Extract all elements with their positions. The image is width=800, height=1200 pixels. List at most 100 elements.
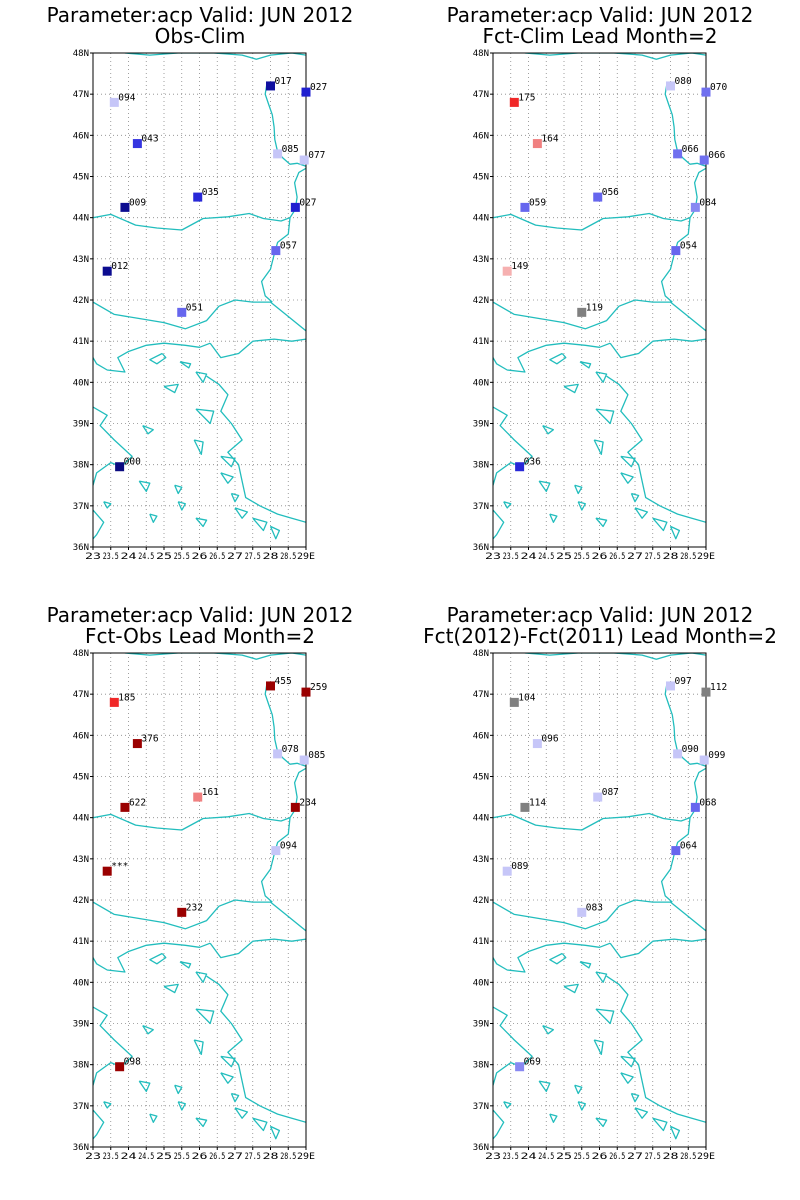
coastline-20 [630,1092,640,1103]
station-marker [671,846,681,856]
coastline-5 [260,217,291,303]
x-tick-label: 27 [627,1152,643,1162]
y-tick-label: 47N [73,90,89,100]
coastline-21 [234,507,249,519]
coastline-14 [595,371,608,383]
coastline-26 [595,1117,608,1128]
x-tick-label: 23.5 [503,552,519,562]
coastline-13 [179,961,192,969]
station-value-label: 099 [708,750,725,761]
station-value-label: 083 [586,902,603,913]
x-tick-label: 25 [556,552,572,562]
coastline-26 [595,517,608,528]
coastline-2 [664,683,706,767]
x-tick-label: 23 [85,1152,101,1162]
station-marker [115,462,125,472]
coastline-23 [174,1084,183,1095]
station-value-label: 185 [118,692,135,703]
y-tick-label: 46N [73,731,89,741]
coastline-17 [195,1008,215,1025]
coastline-13 [579,361,592,369]
y-tick-label: 48N [73,49,89,59]
y-tick-label: 45N [473,773,489,783]
x-tick-label: 23 [85,552,101,562]
station-marker [266,681,275,691]
station-value-label: 097 [675,676,692,687]
x-tick-label: 24 [521,552,537,562]
coastlines [493,653,706,1140]
station-marker [132,139,142,149]
coastline-6 [93,299,306,332]
coastline-13 [179,361,192,369]
x-tick-label: 24 [121,1152,137,1162]
station-marker [301,687,311,697]
coastline-20 [230,492,240,503]
coastline-20 [230,1092,240,1103]
x-tick-label: 25 [156,552,172,562]
x-tick-label: 25.5 [574,1152,590,1162]
x-tick-label: 23.5 [103,1152,119,1162]
coastline-24 [177,501,186,511]
coastline-9 [206,975,306,1123]
coastline-26 [195,1117,208,1128]
coastline-7 [209,938,306,959]
coastline-23 [174,484,183,495]
coastline-9 [606,375,706,523]
station-marker [699,155,709,165]
y-tick-label: 40N [473,378,489,388]
station-marker [299,155,309,165]
y-tick-label: 42N [473,896,489,906]
coastline-16 [542,1024,555,1035]
station-marker [299,755,309,765]
y-tick-label: 46N [73,131,89,141]
coastline-1 [524,653,706,660]
station-marker [502,266,512,276]
x-tick-label: 27 [227,1152,243,1162]
x-tick-label: 27.5 [245,1152,261,1162]
coastline-28 [269,525,281,540]
coastline-30 [620,455,636,468]
coastline-25 [149,513,158,523]
coastline-28 [669,1125,681,1140]
y-tick-label: 37N [73,1102,89,1112]
x-tick-label: 29E [297,1152,315,1162]
x-tick-label: 28 [263,1152,279,1162]
coastline-2 [664,83,706,167]
coastline-5 [660,217,691,303]
station-marker [701,687,711,697]
station-value-label: 096 [541,734,558,745]
station-value-label: 080 [675,76,692,87]
station-marker [515,462,525,472]
y-tick-label: 47N [473,90,489,100]
station-marker [593,792,603,802]
station-marker [690,202,700,212]
coastline-10 [493,1006,533,1086]
y-tick-label: 47N [473,690,489,700]
station-marker [532,739,542,749]
y-tick-label: 36N [73,1143,89,1153]
station-marker [266,81,275,91]
y-tick-label: 37N [73,502,89,512]
chart-subtitle: Fct(2012)-Fct(2011) Lead Month=2 [423,624,777,648]
x-tick-label: 25 [556,1152,572,1162]
station-marker [673,749,683,759]
x-tick-label: 27 [227,552,243,562]
coastline-18 [193,1039,204,1056]
coastline-12 [549,952,567,965]
x-tick-label: 23 [485,1152,501,1162]
station-marker [301,87,311,97]
x-tick-label: 25.5 [174,552,190,562]
station-value-label: 059 [529,197,546,208]
x-tick-label: 28.5 [280,552,296,562]
y-tick-label: 45N [73,773,89,783]
station-value-label: 098 [124,1057,141,1068]
x-tick-label: 24.5 [138,1152,154,1162]
station-value-label: 234 [299,797,316,808]
station-marker [520,202,530,212]
station-value-label: 085 [308,750,325,761]
coastline-2 [264,683,306,767]
chart-subtitle: Fct-Obs Lead Month=2 [85,624,315,648]
coastline-2 [264,83,306,167]
station-value-label: 017 [275,76,292,87]
